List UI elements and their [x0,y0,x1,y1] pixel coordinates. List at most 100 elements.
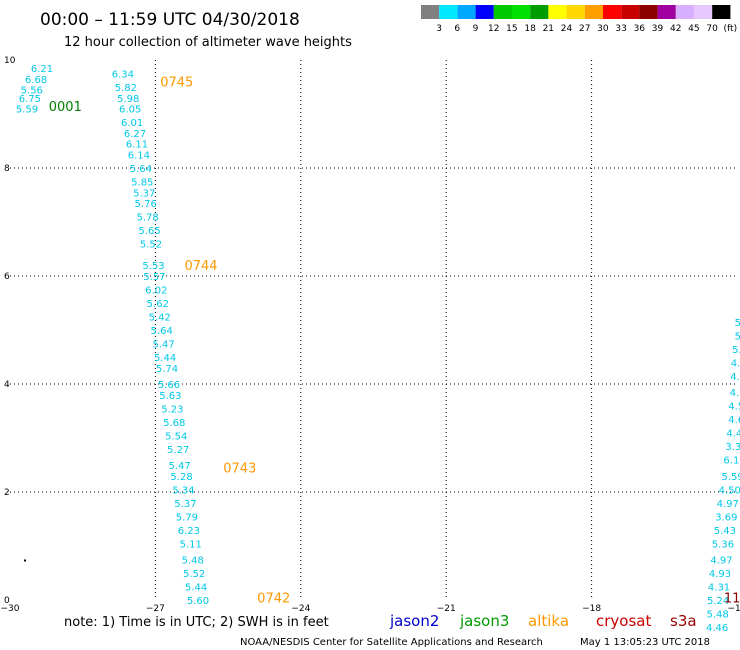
swh-value: 6.14 [128,151,150,162]
legend-s3a: s3a [670,612,697,630]
swh-value: 4.42 [726,429,740,440]
x-tick-label: −18 [582,604,601,614]
axis-ticks: −30 −27 −24 −21 −18 −15 0 2 4 6 8 10 [1,56,740,614]
grid [10,60,737,600]
colorbar-swatch [512,5,531,19]
swh-value: 5.52 [140,240,162,251]
swh-value: 3.34 [725,442,740,453]
colorbar-swatch [621,5,640,19]
swh-value: 6.11 [126,140,148,151]
swh-value: 5.37 [133,188,155,199]
swh-value: 6.02 [145,286,167,297]
swh-value: 5.85 [131,178,153,189]
x-tick-label: −15 [728,604,740,614]
swh-value: 4.31 [708,583,730,594]
legend-jason2: jason2 [389,612,439,630]
swh-value: 4.7 [730,372,740,383]
y-tick-label: 4 [4,380,10,390]
swh-value: 5 [735,318,740,329]
colorbar-swatch [530,5,549,19]
colorbar-swatch [712,5,731,19]
swh-value: 5.57 [143,272,165,283]
swh-value: 5 [735,331,740,342]
swh-value: 5. [732,345,740,356]
pass-label: 0743 [223,462,256,477]
chart-title: 00:00 – 11:59 UTC 04/30/2018 [40,10,300,30]
data-marks: 6.216.685.566.755.596.345.825.986.056.01… [16,64,740,634]
swh-value: 4.56 [728,402,740,413]
colorbar-label: 30 [597,24,609,34]
swh-value: 5.27 [167,445,189,456]
x-tick-label: −30 [1,604,20,614]
swh-value: 5.98 [117,94,139,105]
swh-value: 5.48 [706,610,728,621]
footer-timestamp: May 1 13:05:23 UTC 2018 [580,637,710,648]
y-tick-label: 10 [4,56,16,66]
swh-value: 6.19 [723,456,740,467]
colorbar-label: 45 [688,24,699,34]
colorbar-label: 12 [488,24,499,34]
satellite-legend: jason2 jason3 altika cryosat s3a [389,612,697,630]
pass-label: 0001 [49,100,82,115]
swh-value: 5.48 [182,556,204,567]
swh-value: 5.34 [172,485,194,496]
chart-subtitle: 12 hour collection of altimeter wave hei… [64,35,352,50]
colorbar-swatch [439,5,458,19]
y-tick-label: 0 [4,596,10,606]
swh-value: 6.05 [119,105,141,116]
swh-value: 5.43 [714,526,736,537]
colorbar-label: 39 [652,24,664,34]
colorbar-label: 27 [579,24,590,34]
colorbar-label: 21 [543,24,554,34]
swh-value: 4.93 [709,569,731,580]
swh-value: 5.76 [135,199,157,210]
colorbar-label: 6 [454,24,460,34]
swh-value: 5.11 [180,539,202,550]
colorbar-label: 9 [473,24,479,34]
legend-altika: altika [528,612,569,630]
swh-value: 5.63 [159,391,181,402]
swh-value: 5.52 [183,569,205,580]
swh-value: 5.53 [142,261,164,272]
swh-value: 5.64 [151,326,173,337]
colorbar-label: (ft) [724,24,738,34]
swh-value: 5.47 [168,461,190,472]
swh-value: 5.44 [185,583,207,594]
swh-value: 5.37 [174,499,196,510]
plot-area: −30−27−24−21−18−150246810 6.216.685.566.… [1,56,740,634]
swh-value: 5.78 [136,213,158,224]
swh-value: 5.82 [115,83,137,94]
swh-value: 4.50 [719,485,740,496]
swh-value: 5.65 [138,226,160,237]
colorbar-swatch [548,5,567,19]
colorbar-label: 24 [561,24,573,34]
swh-value: 5.59 [721,472,740,483]
swh-value: 4.3 [731,358,740,369]
swh-value: 5.62 [147,299,169,310]
units-note: note: 1) Time is in UTC; 2) SWH is in fe… [64,615,329,630]
x-tick-label: −21 [437,604,456,614]
swh-value: 4.46 [706,623,728,634]
swh-value: 3.69 [715,512,737,523]
colorbar-swatch [475,5,494,19]
pass-label: 0745 [160,76,193,91]
swh-value: 6.34 [112,70,134,81]
y-tick-label: 6 [4,272,10,282]
colorbar-swatch [657,5,676,19]
colorbar-swatch [603,5,622,19]
colorbar-label: 33 [615,24,626,34]
swh-value: 4.68 [728,415,740,426]
colorbar-swatch [639,5,658,19]
colorbar-label: 70 [706,24,718,34]
swh-value: 5.54 [165,431,187,442]
swh-value: 6.01 [121,118,143,129]
swh-value: 6.75 [19,94,41,105]
legend-cryosat: cryosat [596,612,651,630]
swh-value: 4.97 [710,556,732,567]
colorbar-label: 42 [670,24,681,34]
y-tick-label: 8 [4,164,10,174]
colorbar-swatch [421,5,440,19]
colorbar-swatch [457,5,476,19]
colorbar-swatch [584,5,603,19]
colorbar-swatch [566,5,585,19]
